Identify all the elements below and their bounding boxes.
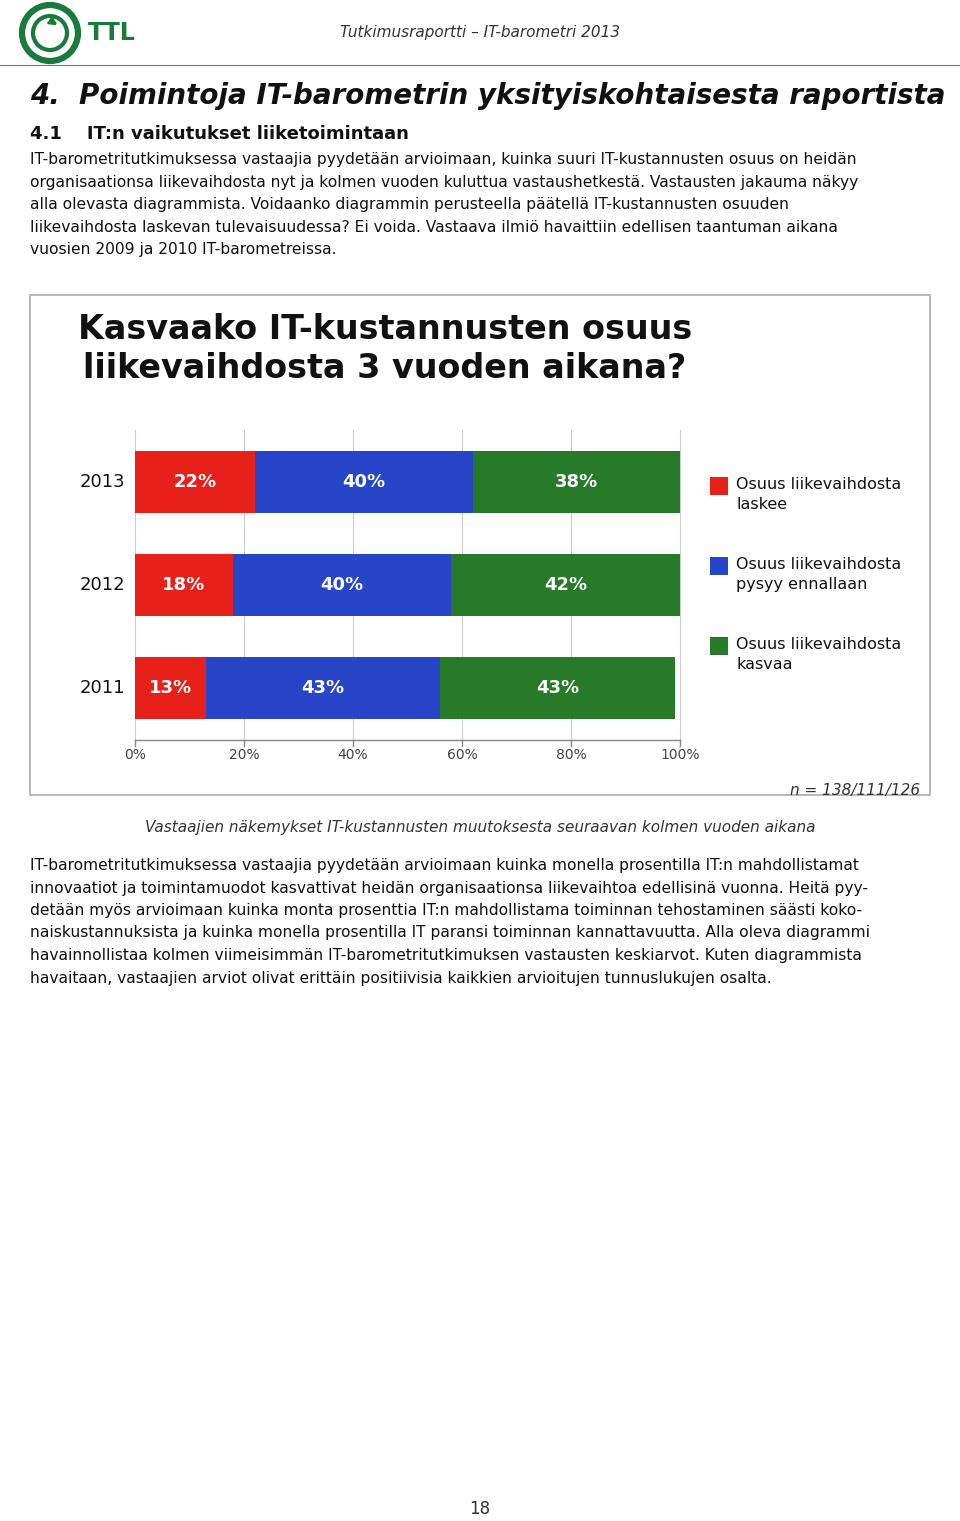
Text: innovaatiot ja toimintamuodot kasvattivat heidän organisaationsa liikevaihtoa ed: innovaatiot ja toimintamuodot kasvattiva… — [30, 881, 868, 896]
Text: IT-barometritutkimuksessa vastaajia pyydetään arvioimaan kuinka monella prosenti: IT-barometritutkimuksessa vastaajia pyyd… — [30, 858, 859, 873]
Text: organisaationsa liikevaihdosta nyt ja kolmen vuoden kuluttua vastaushetkestä. Va: organisaationsa liikevaihdosta nyt ja ko… — [30, 175, 858, 190]
Bar — [451, 554, 680, 616]
Bar — [710, 476, 728, 494]
Text: Osuus liikevaihdosta: Osuus liikevaihdosta — [736, 476, 901, 491]
Text: 80%: 80% — [556, 748, 587, 762]
Bar — [255, 450, 473, 513]
Text: Osuus liikevaihdosta: Osuus liikevaihdosta — [736, 557, 901, 572]
Bar — [473, 450, 680, 513]
Text: 38%: 38% — [555, 473, 598, 491]
Text: IT-barometritutkimuksessa vastaajia pyydetään arvioimaan, kuinka suuri IT-kustan: IT-barometritutkimuksessa vastaajia pyyd… — [30, 152, 856, 167]
Text: n = 138/111/126: n = 138/111/126 — [790, 783, 920, 799]
Text: 18: 18 — [469, 1500, 491, 1518]
Text: pysyy ennallaan: pysyy ennallaan — [736, 576, 868, 592]
Text: laskee: laskee — [736, 497, 787, 511]
Bar — [205, 657, 441, 719]
Text: Tutkimusraportti – IT-barometri 2013: Tutkimusraportti – IT-barometri 2013 — [340, 26, 620, 41]
Bar — [135, 450, 255, 513]
Bar — [135, 554, 233, 616]
Text: havainnollistaa kolmen viimeisimmän IT-barometritutkimuksen vastausten keskiarvo: havainnollistaa kolmen viimeisimmän IT-b… — [30, 948, 862, 963]
Text: detään myös arvioimaan kuinka monta prosenttia IT:n mahdollistama toiminnan teho: detään myös arvioimaan kuinka monta pros… — [30, 903, 862, 919]
Bar — [710, 637, 728, 654]
Text: 4.  Poimintoja IT-barometrin yksityiskohtaisesta raportista: 4. Poimintoja IT-barometrin yksityiskoht… — [30, 82, 946, 110]
Text: kasvaa: kasvaa — [736, 657, 793, 672]
Text: 4.1    IT:n vaikutukset liiketoimintaan: 4.1 IT:n vaikutukset liiketoimintaan — [30, 125, 409, 143]
Text: 40%: 40% — [343, 473, 386, 491]
Text: 43%: 43% — [301, 680, 345, 697]
Text: 18%: 18% — [162, 576, 205, 595]
Text: 0%: 0% — [124, 748, 146, 762]
Text: 2011: 2011 — [80, 680, 125, 697]
Text: 22%: 22% — [174, 473, 217, 491]
Text: 13%: 13% — [149, 680, 192, 697]
Text: havaitaan, vastaajien arviot olivat erittäin positiivisia kaikkien arvioitujen t: havaitaan, vastaajien arviot olivat erit… — [30, 970, 772, 986]
Text: Vastaajien näkemykset IT-kustannusten muutoksesta seuraavan kolmen vuoden aikana: Vastaajien näkemykset IT-kustannusten mu… — [145, 820, 815, 835]
Bar — [135, 657, 205, 719]
Text: 2013: 2013 — [80, 473, 125, 491]
Text: 42%: 42% — [544, 576, 588, 595]
Text: Kasvaako IT-kustannusten osuus
liikevaihdosta 3 vuoden aikana?: Kasvaako IT-kustannusten osuus liikevaih… — [78, 313, 692, 385]
Text: vuosien 2009 ja 2010 IT-barometreissa.: vuosien 2009 ja 2010 IT-barometreissa. — [30, 242, 337, 257]
Text: liikevaihdosta laskevan tulevaisuudessa? Ei voida. Vastaava ilmiö havaittiin ede: liikevaihdosta laskevan tulevaisuudessa?… — [30, 219, 838, 234]
Text: 60%: 60% — [446, 748, 477, 762]
Text: 43%: 43% — [536, 680, 579, 697]
Text: 20%: 20% — [228, 748, 259, 762]
Text: Osuus liikevaihdosta: Osuus liikevaihdosta — [736, 637, 901, 651]
Bar — [441, 657, 675, 719]
Text: naiskustannuksista ja kuinka monella prosentilla IT paransi toiminnan kannattavu: naiskustannuksista ja kuinka monella pro… — [30, 925, 870, 940]
Text: 40%: 40% — [321, 576, 364, 595]
Text: 40%: 40% — [338, 748, 369, 762]
Text: TTL: TTL — [88, 21, 135, 46]
Bar — [233, 554, 451, 616]
Bar — [710, 557, 728, 575]
Text: 100%: 100% — [660, 748, 700, 762]
Text: alla olevasta diagrammista. Voidaanko diagrammin perusteella päätellä IT-kustann: alla olevasta diagrammista. Voidaanko di… — [30, 198, 789, 211]
Text: 2012: 2012 — [80, 576, 125, 595]
Bar — [30, 295, 930, 795]
